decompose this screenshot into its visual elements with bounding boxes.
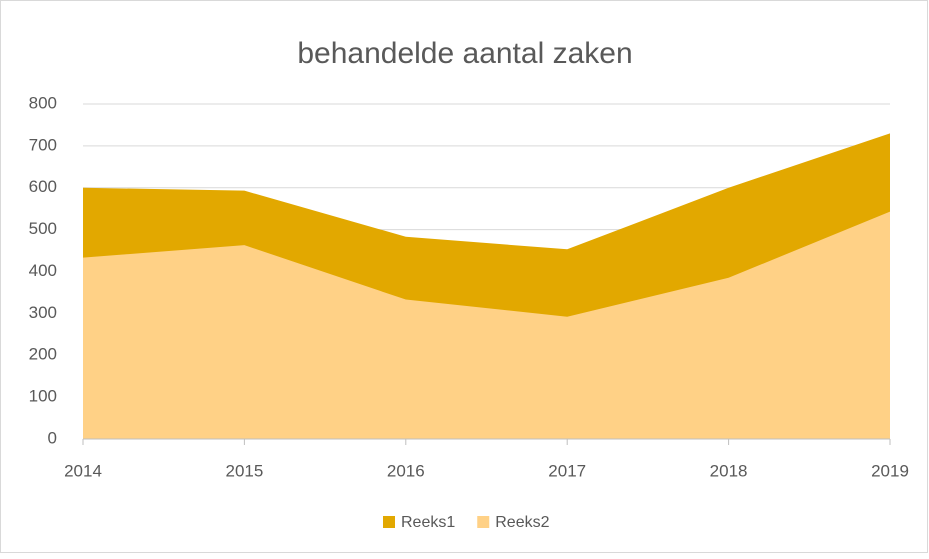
- x-tick-label: 2017: [548, 461, 586, 480]
- area: [83, 211, 890, 439]
- legend-label: Reeks2: [495, 514, 549, 531]
- y-tick-label: 100: [29, 387, 57, 406]
- chart-title: behandelde aantal zaken: [297, 37, 632, 70]
- legend-swatch: [383, 516, 395, 528]
- x-tick-label: 2016: [387, 461, 425, 480]
- y-tick-label: 500: [29, 219, 57, 238]
- y-tick-label: 800: [29, 93, 57, 112]
- y-tick-label: 400: [29, 261, 57, 280]
- y-tick-label: 0: [48, 428, 57, 447]
- x-tick-label: 2018: [710, 461, 748, 480]
- x-tick-label: 2015: [225, 461, 263, 480]
- y-tick-label: 300: [29, 303, 57, 322]
- y-tick-label: 600: [29, 177, 57, 196]
- legend-label: Reeks1: [401, 514, 455, 531]
- x-tick-label: 2014: [64, 461, 102, 480]
- y-tick-label: 700: [29, 135, 57, 154]
- x-tick-label: 2019: [871, 461, 909, 480]
- legend-swatch: [477, 516, 490, 528]
- y-tick-label: 200: [29, 345, 57, 364]
